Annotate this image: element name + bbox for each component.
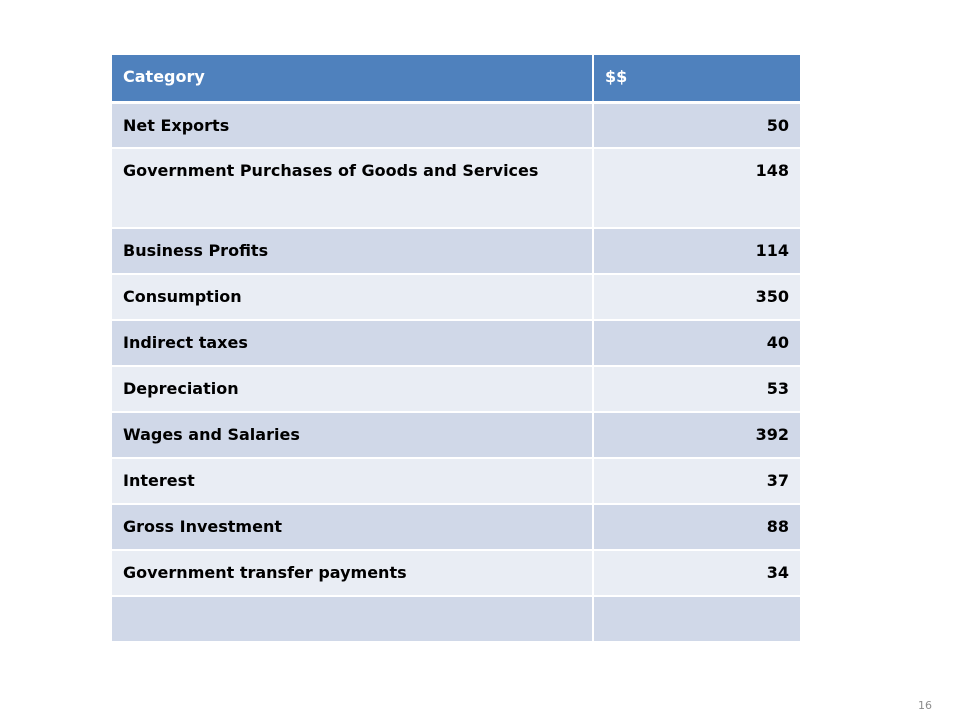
cell-amount: 350 [593,274,800,321]
cell-category: Indirect taxes [112,320,594,367]
table-row: Wages and Salaries 392 [112,412,800,459]
cell-category: Gross Investment [112,504,594,551]
cell-category: Interest [112,458,594,505]
cell-amount: 53 [593,366,800,413]
table-row: Gross Investment 88 [112,504,800,551]
table-row: Consumption 350 [112,274,800,321]
cell-amount: 40 [593,320,800,367]
cell-amount: 392 [593,412,800,459]
table-row: Business Profits 114 [112,228,800,275]
cell-category: Business Profits [112,228,594,275]
cell-category: Depreciation [112,366,594,413]
cell-amount: 114 [593,228,800,275]
cell-amount: 88 [593,504,800,551]
cell-amount: 50 [593,102,800,149]
table-row: Indirect taxes 40 [112,320,800,367]
table-header-row: Category $$ [112,55,800,104]
table-row: Depreciation 53 [112,366,800,413]
cell-category: Consumption [112,274,594,321]
header-amount: $$ [593,55,800,104]
cell-amount: 148 [593,148,800,229]
cell-amount: 34 [593,550,800,597]
cell-category: Net Exports [112,102,594,149]
table-row: Interest 37 [112,458,800,505]
table-row: Government transfer payments 34 [112,550,800,597]
data-table: Category $$ Net Exports 50 Government Pu… [112,55,800,643]
table-row: Government Purchases of Goods and Servic… [112,148,800,229]
cell-amount [593,596,800,643]
cell-category [112,596,594,643]
cell-amount: 37 [593,458,800,505]
header-category: Category [112,55,594,104]
cell-category: Wages and Salaries [112,412,594,459]
table-row: Net Exports 50 [112,102,800,149]
table-row-empty [112,596,800,643]
cell-category: Government transfer payments [112,550,594,597]
page-number: 16 [918,699,932,712]
cell-category: Government Purchases of Goods and Servic… [112,148,594,229]
